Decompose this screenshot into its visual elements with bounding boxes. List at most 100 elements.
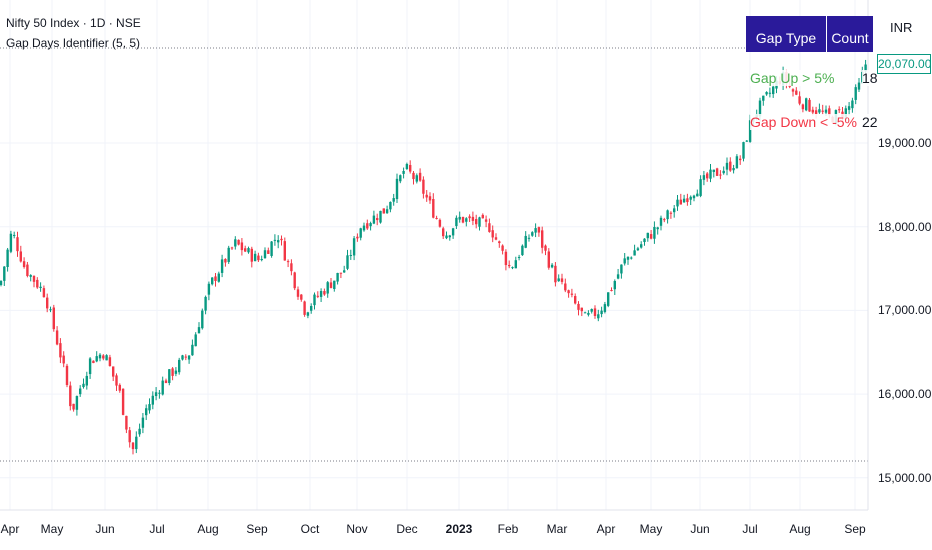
gap-down-label: Gap Down < -5% <box>750 114 857 130</box>
candle-body <box>748 120 752 142</box>
candle-body <box>201 310 204 329</box>
candle-body <box>468 216 471 219</box>
y-axis-label: 17,000.00 <box>878 303 932 318</box>
candle-body <box>46 297 49 309</box>
candle-body <box>811 109 814 113</box>
candle-body <box>158 392 161 394</box>
candle-body <box>128 430 131 443</box>
candle-body <box>791 89 795 92</box>
candle-body <box>263 250 267 259</box>
candle-body <box>366 223 369 229</box>
candle-body <box>92 360 95 364</box>
x-axis-label: Aug <box>789 522 811 536</box>
candle-body <box>164 380 168 384</box>
candle-body <box>686 198 689 203</box>
candle-body <box>286 261 290 263</box>
candle-body <box>409 164 412 172</box>
candle-body <box>583 312 587 314</box>
candle-body <box>112 366 115 377</box>
symbol-title[interactable]: Nifty 50 Index · 1D · NSE <box>6 16 141 30</box>
candle-body <box>527 237 531 239</box>
candle-body <box>379 210 382 223</box>
candle-body <box>382 208 385 214</box>
candle-body <box>725 162 729 170</box>
gap-table-header: Gap Type Count <box>746 16 873 52</box>
candle-body <box>643 238 646 243</box>
candle-body <box>19 251 22 262</box>
candle-body <box>253 253 257 262</box>
candle-body <box>22 261 26 268</box>
candle-body <box>26 264 29 276</box>
candle-body <box>240 242 244 251</box>
candle-body <box>590 309 593 312</box>
candle-body <box>244 248 247 252</box>
candle-body <box>745 140 748 142</box>
candle-body <box>141 417 145 428</box>
candle-body <box>9 233 13 252</box>
candle-body <box>458 216 461 220</box>
currency-label[interactable]: INR <box>890 20 913 35</box>
candle-body <box>214 276 217 281</box>
candle-body <box>517 256 521 258</box>
candle-body <box>442 228 445 237</box>
x-axis-label: Aug <box>197 522 219 536</box>
candle-body <box>191 344 194 356</box>
candle-body <box>356 236 359 239</box>
candle-body <box>768 92 772 94</box>
candle-body <box>260 258 263 261</box>
candle-body <box>498 241 501 244</box>
candle-body <box>676 199 679 207</box>
candle-body <box>319 291 323 297</box>
x-axis-label: Apr <box>0 522 20 536</box>
candle-body <box>524 235 527 248</box>
y-axis-label: 18,000.00 <box>878 219 932 234</box>
candle-body <box>339 272 343 274</box>
candle-body <box>402 170 405 174</box>
candle-body <box>389 201 392 210</box>
candle-body <box>32 275 36 282</box>
candle-body <box>758 100 762 117</box>
candle-body <box>148 404 151 411</box>
candle-body <box>435 217 438 219</box>
candle-body <box>184 356 187 358</box>
candle-body <box>59 343 62 358</box>
candle-body <box>82 383 85 388</box>
candle-body <box>564 283 567 291</box>
candle-body <box>455 217 458 227</box>
candle-body <box>623 258 626 264</box>
candle-body <box>715 168 719 176</box>
candle-body <box>303 301 306 315</box>
candle-body <box>616 274 620 279</box>
candle-body <box>300 294 303 300</box>
candle-body <box>550 264 554 268</box>
gap-up-label: Gap Up > 5% <box>750 70 835 86</box>
candle-body <box>854 87 857 100</box>
candle-body <box>62 355 65 364</box>
candle-body <box>425 194 428 198</box>
indicator-title[interactable]: Gap Days Identifier (5, 5) <box>6 36 141 50</box>
candle-body <box>293 272 296 289</box>
candle-body <box>570 293 574 295</box>
candle-body <box>326 282 329 294</box>
candle-body <box>95 356 98 362</box>
candle-body <box>828 108 831 115</box>
candle-body <box>471 216 475 221</box>
candle-body <box>39 286 42 288</box>
candle-body <box>494 237 498 240</box>
candle-body <box>135 436 138 450</box>
candle-body <box>290 263 293 272</box>
candle-body <box>772 86 775 95</box>
candle-body <box>656 227 659 230</box>
candle-body <box>534 228 537 233</box>
last-price-label: 20,070.00 <box>877 54 931 74</box>
candle-body <box>151 395 154 405</box>
candle-body <box>296 289 300 297</box>
candle-body <box>138 428 141 435</box>
candle-body <box>739 158 742 161</box>
candle-body <box>280 238 283 241</box>
candle-body <box>115 375 118 386</box>
candle-body <box>257 255 260 261</box>
candle-body <box>692 195 696 199</box>
candle-body <box>88 358 92 375</box>
